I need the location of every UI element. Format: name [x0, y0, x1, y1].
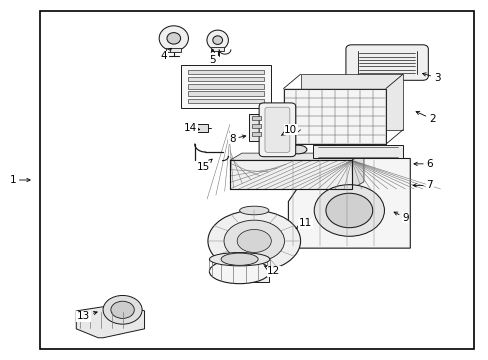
Ellipse shape — [289, 145, 306, 154]
Bar — [188, 91, 264, 96]
Bar — [40, 12, 473, 348]
Text: 15: 15 — [196, 159, 212, 172]
Text: 9: 9 — [393, 212, 408, 222]
Text: 2: 2 — [415, 112, 435, 124]
FancyBboxPatch shape — [259, 103, 295, 157]
Bar — [181, 65, 271, 108]
Ellipse shape — [314, 185, 384, 236]
Text: 4: 4 — [161, 48, 171, 61]
Bar — [188, 70, 264, 74]
Text: 12: 12 — [264, 266, 280, 276]
Ellipse shape — [209, 259, 269, 284]
Bar — [195, 125, 207, 132]
Ellipse shape — [111, 301, 134, 319]
Polygon shape — [300, 74, 402, 130]
Text: 14: 14 — [184, 123, 199, 133]
Ellipse shape — [209, 253, 269, 266]
Text: 13: 13 — [77, 311, 97, 321]
Text: 5: 5 — [209, 49, 216, 65]
Bar — [251, 116, 260, 121]
Bar — [251, 124, 260, 129]
Polygon shape — [351, 153, 363, 189]
Ellipse shape — [207, 211, 300, 271]
Ellipse shape — [237, 229, 271, 252]
Ellipse shape — [159, 26, 188, 51]
Bar — [211, 47, 224, 51]
Ellipse shape — [323, 145, 340, 154]
Bar — [312, 145, 402, 158]
FancyBboxPatch shape — [264, 107, 289, 152]
FancyBboxPatch shape — [345, 45, 427, 80]
Text: 10: 10 — [281, 125, 297, 135]
Polygon shape — [76, 304, 144, 338]
Bar — [188, 84, 264, 89]
Ellipse shape — [212, 36, 222, 44]
Bar — [283, 89, 385, 144]
Text: 8: 8 — [228, 134, 245, 144]
Bar — [188, 77, 264, 81]
Ellipse shape — [103, 296, 142, 324]
Ellipse shape — [325, 193, 372, 228]
Bar — [251, 132, 260, 136]
Text: 7: 7 — [412, 180, 432, 190]
Ellipse shape — [206, 30, 228, 50]
Text: 3: 3 — [422, 73, 440, 83]
Ellipse shape — [221, 253, 258, 265]
Ellipse shape — [224, 220, 284, 262]
Polygon shape — [288, 158, 409, 248]
Ellipse shape — [239, 206, 268, 215]
Ellipse shape — [166, 33, 180, 44]
Text: 1: 1 — [10, 175, 30, 185]
Bar — [249, 114, 263, 140]
Bar — [229, 160, 351, 189]
Bar — [229, 160, 351, 189]
Ellipse shape — [357, 145, 374, 154]
Bar — [188, 99, 264, 103]
Bar — [166, 48, 181, 51]
Text: 6: 6 — [413, 159, 432, 169]
Polygon shape — [229, 153, 363, 160]
Polygon shape — [239, 271, 268, 282]
Text: 11: 11 — [295, 218, 311, 229]
